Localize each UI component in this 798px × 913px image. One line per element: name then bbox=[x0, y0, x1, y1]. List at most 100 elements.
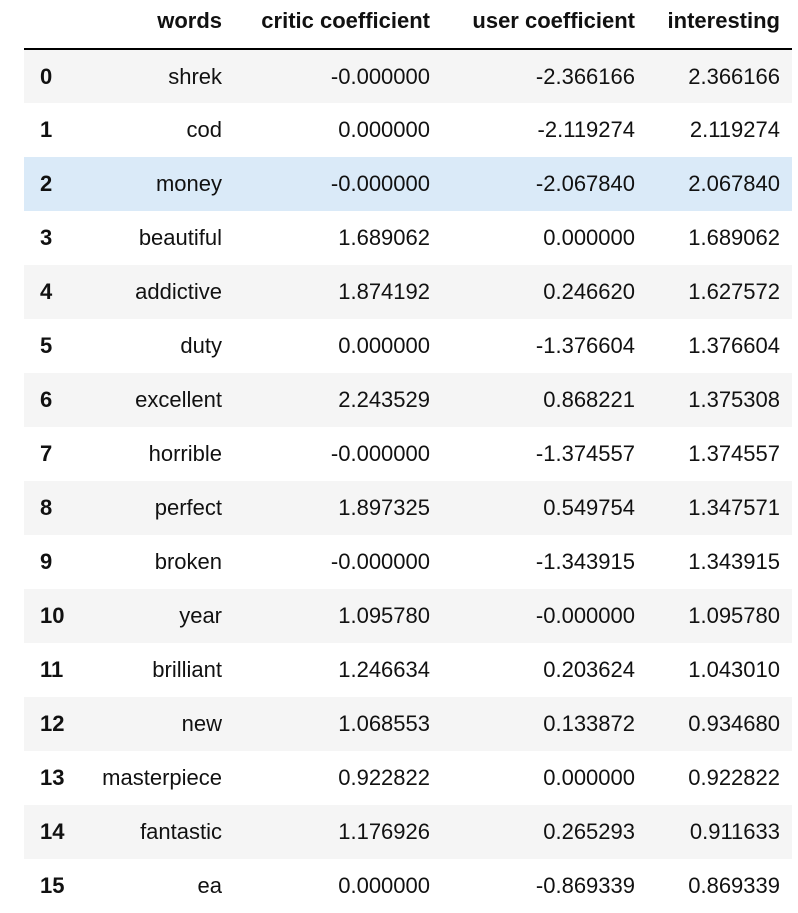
cell-critic-coefficient: 1.095780 bbox=[338, 603, 430, 628]
cell-critic-coefficient: 1.068553 bbox=[338, 711, 430, 736]
cell-interesting: 1.376604 bbox=[688, 333, 780, 358]
column-header-interesting: interesting bbox=[647, 0, 792, 50]
table-row[interactable]: 10 year 1.095780 -0.000000 1.095780 bbox=[24, 589, 792, 643]
row-index: 1 bbox=[40, 117, 53, 142]
cell-critic-coefficient: -0.000000 bbox=[330, 63, 430, 89]
cell-interesting: 1.095780 bbox=[688, 603, 780, 628]
cell-words: ea bbox=[197, 873, 222, 898]
row-index: 11 bbox=[40, 657, 64, 682]
table-body: 0 shrek -0.000000 -2.366166 2.366166 1 cod 0.00… bbox=[24, 49, 792, 913]
row-index: 9 bbox=[40, 549, 53, 574]
table-row[interactable]: 6 excellent 2.243529 0.868221 1.375308 bbox=[24, 373, 792, 427]
cell-words: addictive bbox=[135, 279, 222, 304]
cell-critic-coefficient: 2.243529 bbox=[338, 387, 430, 412]
cell-critic-coefficient: 1.176926 bbox=[338, 819, 430, 844]
row-index: 7 bbox=[40, 441, 53, 466]
cell-words: masterpiece bbox=[102, 765, 222, 790]
column-header-words: words bbox=[90, 0, 234, 50]
table-row[interactable]: 13 masterpiece 0.922822 0.000000 0.922822 bbox=[24, 751, 792, 805]
index-column-header bbox=[24, 0, 90, 50]
cell-user-coefficient: -2.067840 bbox=[535, 171, 635, 196]
cell-critic-coefficient: -0.000000 bbox=[330, 171, 430, 196]
cell-interesting: 2.067840 bbox=[688, 171, 780, 196]
cell-critic-coefficient: 0.000000 bbox=[338, 873, 430, 898]
cell-critic-coefficient: 1.689062 bbox=[338, 225, 430, 250]
row-index: 10 bbox=[40, 603, 65, 628]
cell-interesting: 1.043010 bbox=[688, 657, 780, 682]
row-index: 6 bbox=[40, 387, 53, 412]
column-header-user-coefficient: user coefficient bbox=[442, 0, 647, 50]
table-row[interactable]: 15 ea 0.000000 -0.869339 0.869339 bbox=[24, 859, 792, 913]
cell-words: duty bbox=[180, 333, 222, 358]
row-index: 2 bbox=[40, 171, 53, 196]
cell-user-coefficient: -1.376604 bbox=[535, 333, 635, 358]
cell-words: new bbox=[181, 711, 222, 736]
cell-words: year bbox=[179, 603, 222, 628]
cell-interesting: 1.375308 bbox=[688, 387, 780, 412]
cell-words: brilliant bbox=[152, 657, 222, 682]
cell-interesting: 0.934680 bbox=[688, 711, 780, 736]
cell-critic-coefficient: 0.000000 bbox=[338, 117, 430, 142]
table-row[interactable]: 4 addictive 1.874192 0.246620 1.627572 bbox=[24, 265, 792, 319]
cell-interesting: 1.374557 bbox=[688, 441, 780, 466]
cell-interesting: 1.627572 bbox=[688, 279, 780, 304]
cell-user-coefficient: 0.203624 bbox=[543, 657, 635, 682]
cell-critic-coefficient: -0.000000 bbox=[330, 549, 430, 574]
table-row[interactable]: 14 fantastic 1.176926 0.265293 0.911633 bbox=[24, 805, 792, 859]
row-index: 0 bbox=[40, 63, 53, 89]
cell-critic-coefficient: 1.874192 bbox=[338, 279, 430, 304]
cell-words: perfect bbox=[154, 495, 222, 520]
cell-words: broken bbox=[154, 549, 222, 574]
cell-interesting: 0.869339 bbox=[688, 873, 780, 898]
cell-words: fantastic bbox=[140, 819, 222, 844]
row-index: 8 bbox=[40, 495, 53, 520]
table-row[interactable]: 1 cod 0.000000 -2.119274 2.119274 bbox=[24, 103, 792, 157]
cell-critic-coefficient: 0.000000 bbox=[338, 333, 430, 358]
cell-interesting: 2.366166 bbox=[688, 63, 780, 89]
row-index: 14 bbox=[40, 819, 65, 844]
table-row[interactable]: 2 money -0.000000 -2.067840 2.067840 bbox=[24, 157, 792, 211]
table-row[interactable]: 0 shrek -0.000000 -2.366166 2.366166 bbox=[24, 49, 792, 103]
cell-user-coefficient: -1.374557 bbox=[535, 441, 635, 466]
cell-critic-coefficient: 0.922822 bbox=[338, 765, 430, 790]
cell-words: beautiful bbox=[138, 225, 222, 250]
cell-interesting: 1.689062 bbox=[688, 225, 780, 250]
cell-user-coefficient: 0.133872 bbox=[543, 711, 635, 736]
table-row[interactable]: 5 duty 0.000000 -1.376604 1.376604 bbox=[24, 319, 792, 373]
cell-interesting: 0.911633 bbox=[689, 819, 780, 844]
table-row[interactable]: 9 broken -0.000000 -1.343915 1.343915 bbox=[24, 535, 792, 589]
cell-user-coefficient: -2.366166 bbox=[535, 63, 635, 89]
row-index: 12 bbox=[40, 711, 65, 736]
row-index: 13 bbox=[40, 765, 65, 790]
cell-user-coefficient: 0.000000 bbox=[543, 765, 635, 790]
cell-interesting: 0.922822 bbox=[688, 765, 780, 790]
cell-words: cod bbox=[186, 117, 222, 142]
cell-user-coefficient: 0.868221 bbox=[543, 387, 635, 412]
cell-user-coefficient: -0.000000 bbox=[535, 603, 635, 628]
table-row[interactable]: 11 brilliant 1.246634 0.203624 1.043010 bbox=[24, 643, 792, 697]
row-index: 4 bbox=[40, 279, 53, 304]
table-row[interactable]: 12 new 1.068553 0.133872 0.934680 bbox=[24, 697, 792, 751]
cell-interesting: 1.347571 bbox=[688, 495, 780, 520]
cell-user-coefficient: 0.265293 bbox=[543, 819, 635, 844]
cell-user-coefficient: 0.000000 bbox=[543, 225, 635, 250]
cell-interesting: 2.119274 bbox=[689, 117, 780, 142]
dataframe-output: words critic coefficient user coefficien… bbox=[24, 0, 792, 913]
cell-user-coefficient: 0.549754 bbox=[543, 495, 635, 520]
cell-user-coefficient: -2.119274 bbox=[537, 117, 635, 142]
cell-words: shrek bbox=[168, 63, 222, 89]
row-index: 5 bbox=[40, 333, 53, 358]
table-row[interactable]: 8 perfect 1.897325 0.549754 1.347571 bbox=[24, 481, 792, 535]
cell-user-coefficient: 0.246620 bbox=[543, 279, 635, 304]
cell-user-coefficient: -1.343915 bbox=[535, 549, 635, 574]
cell-interesting: 1.343915 bbox=[688, 549, 780, 574]
row-index: 15 bbox=[40, 873, 65, 898]
cell-words: money bbox=[155, 171, 222, 196]
cell-words: excellent bbox=[135, 387, 222, 412]
column-header-critic-coefficient: critic coefficient bbox=[234, 0, 442, 50]
cell-user-coefficient: -0.869339 bbox=[535, 873, 635, 898]
table-row[interactable]: 7 horrible -0.000000 -1.374557 1.374557 bbox=[24, 427, 792, 481]
cell-critic-coefficient: -0.000000 bbox=[330, 441, 430, 466]
table-row[interactable]: 3 beautiful 1.689062 0.000000 1.689062 bbox=[24, 211, 792, 265]
cell-words: horrible bbox=[148, 441, 222, 466]
